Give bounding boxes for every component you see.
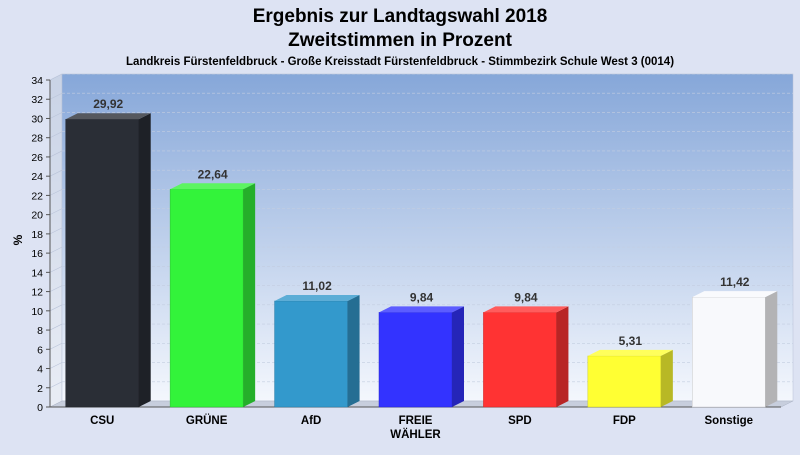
y-axis-label: % bbox=[11, 234, 25, 245]
grid-line-side bbox=[49, 246, 63, 254]
grid-line-side bbox=[49, 285, 63, 292]
y-tick-label: 8 bbox=[37, 325, 43, 337]
y-tick-label: 18 bbox=[31, 229, 43, 241]
x-tick-label: Sonstige bbox=[705, 415, 754, 427]
chart-subtitle: Landkreis Fürstenfeldbruck - Große Kreis… bbox=[126, 56, 674, 68]
grid-line-side bbox=[49, 92, 63, 100]
bar-front bbox=[483, 312, 557, 408]
grid-line-side bbox=[49, 381, 63, 389]
x-tick-label: FDP bbox=[613, 415, 636, 427]
y-tick-label: 30 bbox=[31, 113, 43, 125]
y-tick-label: 14 bbox=[31, 267, 43, 279]
grid-line-side bbox=[49, 73, 63, 81]
bar-top bbox=[274, 295, 360, 302]
y-tick-label: 22 bbox=[31, 190, 43, 202]
y-tick-label: 4 bbox=[37, 364, 43, 376]
y-tick-label: 20 bbox=[31, 210, 43, 222]
bar-front bbox=[692, 296, 766, 408]
x-tick-label: SPD bbox=[508, 415, 532, 427]
y-tick-label: 0 bbox=[37, 402, 43, 414]
grid-line-side bbox=[49, 227, 63, 235]
bar-value-label: 11,02 bbox=[302, 279, 332, 293]
bar-top bbox=[587, 349, 673, 356]
bar-7: 11,42 bbox=[692, 275, 778, 408]
grid-line-side bbox=[49, 112, 63, 119]
bar-front bbox=[274, 300, 348, 408]
bar-top bbox=[692, 291, 778, 298]
y-tick-label: 2 bbox=[37, 383, 43, 395]
chart-title: Ergebnis zur Landtagswahl 2018 bbox=[253, 6, 548, 27]
y-tick-label: 24 bbox=[31, 171, 43, 183]
bar-side bbox=[243, 183, 256, 407]
grid-line-side bbox=[49, 131, 63, 138]
bar-5: 9,84 bbox=[483, 290, 569, 408]
bar-side bbox=[452, 306, 464, 407]
grid-line-side bbox=[49, 343, 63, 350]
bar-side bbox=[556, 306, 569, 407]
bar-value-label: 9,84 bbox=[514, 290, 538, 304]
bar-top bbox=[379, 306, 464, 313]
y-tick-label: 16 bbox=[31, 248, 43, 260]
bar-3: 11,02 bbox=[274, 279, 360, 408]
bar-value-label: 9,84 bbox=[410, 290, 434, 304]
bar-front bbox=[65, 118, 139, 408]
bar-top bbox=[483, 306, 569, 313]
grid-line-side bbox=[49, 150, 63, 158]
bar-side bbox=[138, 113, 151, 408]
bar-value-label: 22,64 bbox=[198, 167, 228, 181]
bar-side bbox=[765, 291, 778, 407]
bar-front bbox=[378, 312, 453, 408]
grid-line-side bbox=[49, 208, 63, 215]
y-tick-label: 28 bbox=[31, 133, 43, 145]
bar-value-label: 29,92 bbox=[93, 97, 123, 111]
y-tick-label: 6 bbox=[37, 344, 43, 356]
chart-title-line2: Zweitstimmen in Prozent bbox=[288, 30, 512, 51]
grid-line-side bbox=[49, 323, 63, 331]
plot-side-wall bbox=[49, 73, 63, 408]
bar-6: 5,31 bbox=[587, 334, 673, 408]
bar-side bbox=[660, 349, 673, 407]
x-tick-label: GRÜNE bbox=[186, 414, 228, 427]
bar-1: 29,92 bbox=[65, 97, 151, 408]
x-tick-label: FREIE WÄHLER bbox=[390, 415, 441, 441]
y-tick-label: 34 bbox=[31, 75, 43, 87]
x-axis-labels: CSU GRÜNE AfD FREIE WÄHLER SPD FDP Sonstige bbox=[90, 414, 753, 441]
bar-value-label: 11,42 bbox=[720, 275, 750, 289]
grid-line-side bbox=[49, 304, 63, 312]
x-tick-label: AfD bbox=[301, 415, 321, 427]
grid-line-side bbox=[49, 189, 63, 196]
y-tick-label: 32 bbox=[31, 94, 43, 106]
y-tick-label: 26 bbox=[31, 152, 43, 164]
bar-side bbox=[347, 295, 360, 407]
bar-4: 9,84 bbox=[378, 290, 464, 408]
bar-top bbox=[65, 113, 151, 120]
bar-front bbox=[169, 189, 244, 408]
bars: 29,92 22,64 11,02 9,84 9,84 5,31 11,42 bbox=[65, 97, 778, 408]
bar-front bbox=[587, 355, 662, 408]
y-tick-label: 10 bbox=[31, 306, 43, 318]
x-tick-label: CSU bbox=[90, 415, 114, 427]
bar-value-label: 5,31 bbox=[619, 334, 643, 348]
bar-top bbox=[170, 183, 256, 190]
y-tick-label: 12 bbox=[31, 287, 43, 299]
grid-line-side bbox=[49, 362, 63, 369]
grid-line-side bbox=[49, 266, 63, 273]
bar-2: 22,64 bbox=[169, 167, 256, 408]
grid-line-side bbox=[49, 169, 63, 177]
